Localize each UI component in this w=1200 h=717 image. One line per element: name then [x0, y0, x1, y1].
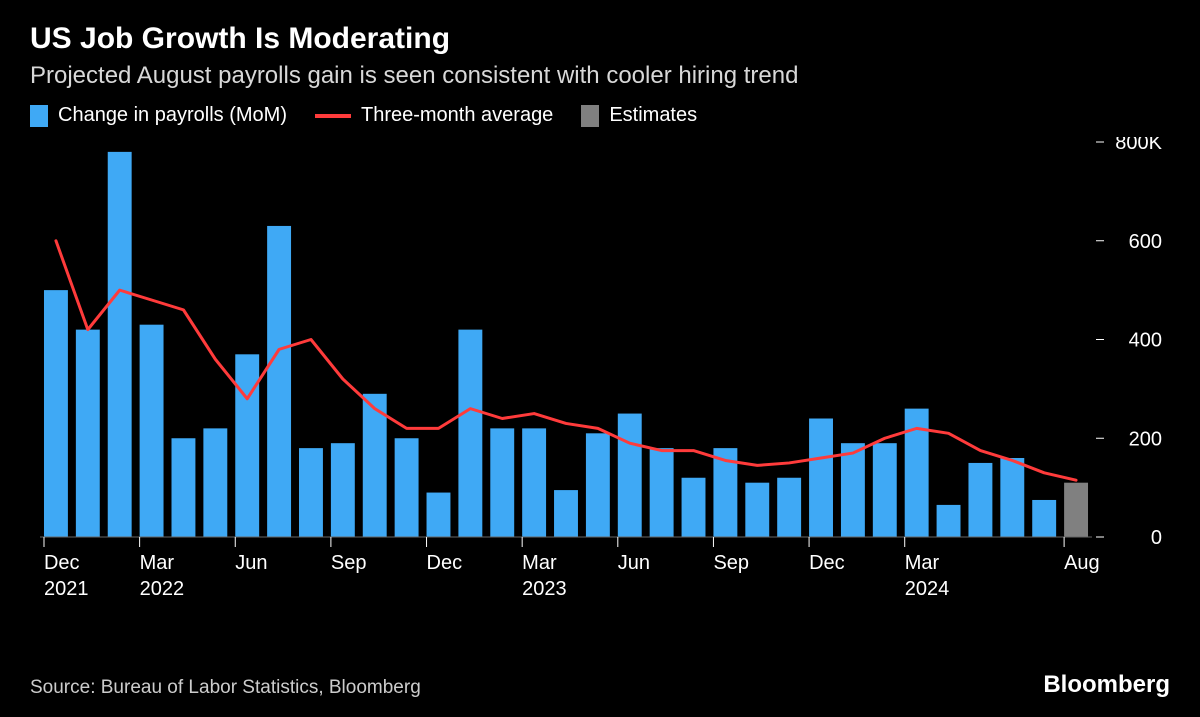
svg-text:0: 0 [1151, 527, 1162, 549]
svg-text:Mar: Mar [140, 552, 175, 574]
brand-logo: Bloomberg [1043, 671, 1170, 699]
svg-text:2022: 2022 [140, 578, 185, 600]
svg-text:2021: 2021 [44, 578, 89, 600]
svg-text:Sep: Sep [713, 552, 749, 574]
bar-swatch-icon [30, 105, 48, 127]
chart-svg: 0 200 400 600 800K Dec 2021 Mar 2022 Jun Sep Dec Mar… [30, 137, 1170, 617]
chart-title: US Job Growth Is Moderating [30, 22, 1170, 56]
svg-text:200: 200 [1129, 428, 1162, 450]
svg-text:2024: 2024 [905, 578, 950, 600]
chart-subtitle: Projected August payrolls gain is seen c… [30, 62, 1170, 90]
svg-text:400: 400 [1129, 330, 1162, 352]
source-text: Source: Bureau of Labor Statistics, Bloo… [30, 677, 421, 699]
legend-estimates-label: Estimates [609, 104, 697, 127]
svg-text:Jun: Jun [235, 552, 267, 574]
legend-item-estimates: Estimates [581, 104, 697, 127]
svg-text:800K: 800K [1115, 137, 1162, 154]
legend-bars-label: Change in payrolls (MoM) [58, 104, 287, 127]
line-swatch-icon [315, 114, 351, 118]
svg-text:Aug: Aug [1064, 552, 1100, 574]
svg-text:Dec: Dec [427, 552, 463, 574]
legend-item-bars: Change in payrolls (MoM) [30, 104, 287, 127]
estimate-swatch-icon [581, 105, 599, 127]
svg-text:Dec: Dec [44, 552, 80, 574]
svg-text:600: 600 [1129, 231, 1162, 253]
svg-text:2023: 2023 [522, 578, 567, 600]
svg-text:Jun: Jun [618, 552, 650, 574]
chart-container: US Job Growth Is Moderating Projected Au… [0, 0, 1200, 717]
svg-text:Sep: Sep [331, 552, 367, 574]
legend-item-line: Three-month average [315, 104, 553, 127]
legend: Change in payrolls (MoM) Three-month ave… [30, 104, 1170, 127]
chart-plot-area: 0 200 400 600 800K Dec 2021 Mar 2022 Jun Sep Dec Mar… [30, 137, 1170, 617]
svg-text:Dec: Dec [809, 552, 845, 574]
svg-text:Mar: Mar [905, 552, 940, 574]
svg-text:Mar: Mar [522, 552, 557, 574]
legend-line-label: Three-month average [361, 104, 553, 127]
